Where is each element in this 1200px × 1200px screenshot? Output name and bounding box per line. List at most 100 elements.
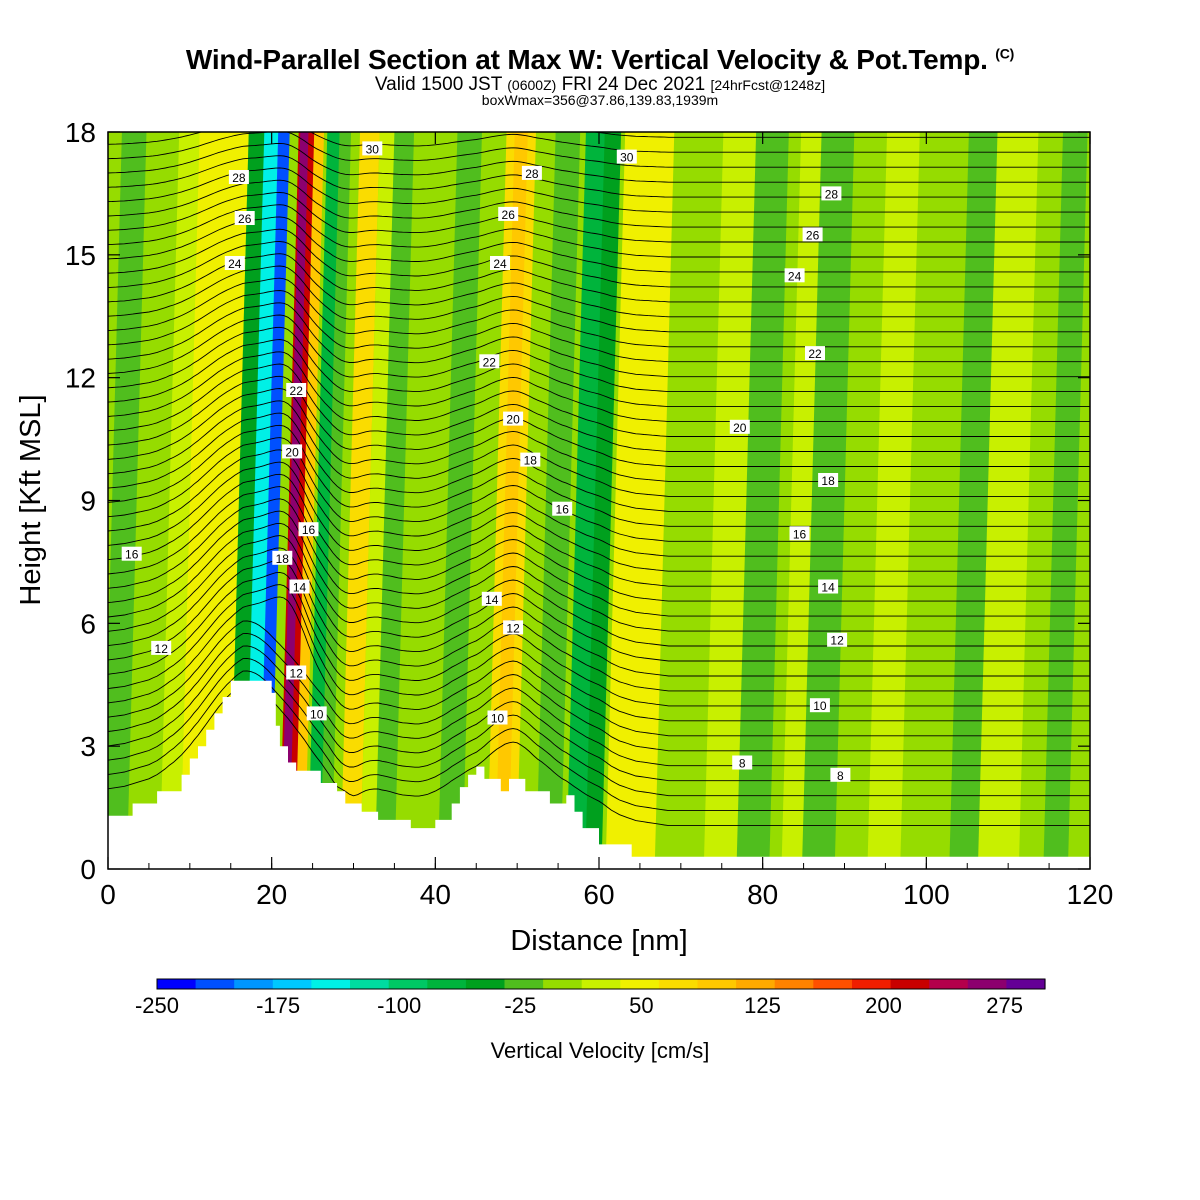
y-tick-label: 6 [80, 608, 96, 639]
contour-label: 16 [552, 501, 573, 517]
contour-label: 18 [520, 452, 541, 468]
contour-label-text: 18 [821, 474, 835, 488]
chart-subtitle: Valid 1500 JST (0600Z) FRI 24 Dec 2021 [… [0, 74, 1200, 96]
contour-label-bg [490, 256, 510, 270]
contour-label: 16 [121, 546, 142, 562]
copyright-mark: (C) [995, 45, 1015, 62]
velocity-band [949, 132, 1002, 869]
contour-label: 20 [282, 444, 303, 459]
contour-label-bg [503, 620, 524, 635]
colorbar-swatch [697, 979, 737, 989]
contour-label-bg [818, 473, 839, 487]
contour-label-text: 22 [808, 347, 822, 361]
contour-label-bg [298, 522, 319, 537]
contour-label-bg [151, 640, 172, 655]
isentrope-line [108, 351, 1090, 437]
x-tick-label: 80 [747, 879, 778, 910]
valid-time: Valid 1500 JST [374, 74, 502, 95]
isentrope-line [108, 265, 1090, 333]
isentrope-line [108, 424, 1090, 527]
contour-label-text: 16 [125, 548, 139, 562]
forecast-run: [24hrFcst@1248z] [710, 77, 826, 93]
isentrope-line [108, 400, 1090, 497]
contour-label: 12 [151, 640, 172, 656]
contour-label-bg [286, 383, 307, 397]
contour-label-text: 16 [302, 523, 316, 537]
colorbar-tick-label: 125 [744, 993, 781, 1018]
colorbar-swatch [813, 979, 853, 989]
colorbar-swatch [234, 979, 274, 989]
contour-label: 14 [818, 579, 839, 595]
contour-label-text: 18 [524, 454, 538, 468]
contour-label-bg [286, 665, 307, 680]
contour-label-bg [729, 419, 750, 434]
contour-label-text: 12 [830, 634, 844, 648]
contour-label: 12 [503, 620, 524, 635]
velocity-band [867, 132, 920, 869]
contour-label: 12 [286, 665, 307, 681]
velocity-band [307, 132, 341, 869]
contour-label-text: 10 [491, 712, 505, 726]
colorbar-swatch [427, 979, 467, 989]
isentrope-line [108, 253, 1090, 318]
velocity-band [437, 132, 482, 869]
isentrope-line [108, 473, 1090, 587]
contour-label-text: 28 [825, 187, 839, 201]
contour-label-bg [521, 165, 542, 180]
isentrope-line [108, 461, 1090, 572]
contour-label: 28 [228, 170, 249, 185]
colorbar-frame [156, 978, 1046, 990]
contour-label-bg [362, 141, 383, 156]
velocity-band [495, 132, 528, 869]
contour-label-text: 14 [485, 593, 499, 607]
x-axis-label: Distance [nm] [510, 925, 687, 957]
contour-label: 24 [784, 268, 805, 283]
contour-label: 22 [805, 346, 825, 361]
y-axis-label: Height [Kft MSL] [15, 394, 47, 605]
contour-label-text: 14 [293, 581, 307, 595]
isentrope-line [108, 510, 1090, 632]
contour-label-bg [830, 767, 851, 782]
velocity-band [977, 132, 1039, 869]
contour-label: 28 [521, 165, 542, 181]
isentrope-line [108, 547, 1090, 677]
contour-label-text: 30 [366, 142, 380, 156]
isentrope-line [108, 179, 1090, 228]
isentrope-line [108, 535, 1090, 662]
contour-label-bg [289, 579, 310, 594]
contour-label: 10 [809, 698, 830, 713]
isentrope-line [108, 132, 1090, 168]
contour-label-text: 8 [837, 769, 844, 783]
contour-label-bg [282, 444, 303, 459]
isentrope-line [108, 571, 1090, 707]
isentrope-line [108, 522, 1090, 647]
colorbar-swatch [967, 979, 1007, 989]
velocity-band [1043, 132, 1088, 869]
colorbar-swatch [195, 979, 235, 989]
colorbar-tick-label: -25 [504, 993, 536, 1018]
colorbar-swatch [465, 979, 506, 989]
chart-title: Wind-Parallel Section at Max W: Vertical… [0, 44, 1200, 76]
contour-label-text: 28 [232, 171, 246, 185]
isentrope-line [108, 204, 1090, 258]
contour-label-bg [503, 411, 524, 426]
contour-label: 10 [487, 710, 508, 726]
terrain-mask [108, 680, 1090, 869]
contour-label-text: 24 [493, 257, 507, 271]
x-tick-label: 120 [1067, 879, 1114, 910]
colorbar-swatch [272, 979, 312, 989]
colorbar-tick-label: -250 [135, 993, 179, 1018]
chart-title-text: Wind-Parallel Section at Max W: Vertical… [185, 44, 988, 75]
contour-label-text: 20 [285, 445, 299, 459]
contour-label-text: 16 [556, 503, 570, 517]
colorbar-swatch [581, 979, 621, 989]
contour-label: 26 [234, 211, 255, 226]
contour-label-text: 8 [739, 757, 746, 771]
contour-label-text: 30 [620, 151, 634, 165]
colorbar-tick-label: 200 [865, 993, 902, 1018]
contour-label-bg [520, 452, 541, 467]
axes: 0 20 40 60 80 100 120 0 3 6 9 12 15 18 [65, 117, 1114, 910]
isentrope-line [108, 388, 1090, 482]
contour-label-text: 22 [483, 355, 497, 369]
isentrope-line [108, 486, 1090, 602]
